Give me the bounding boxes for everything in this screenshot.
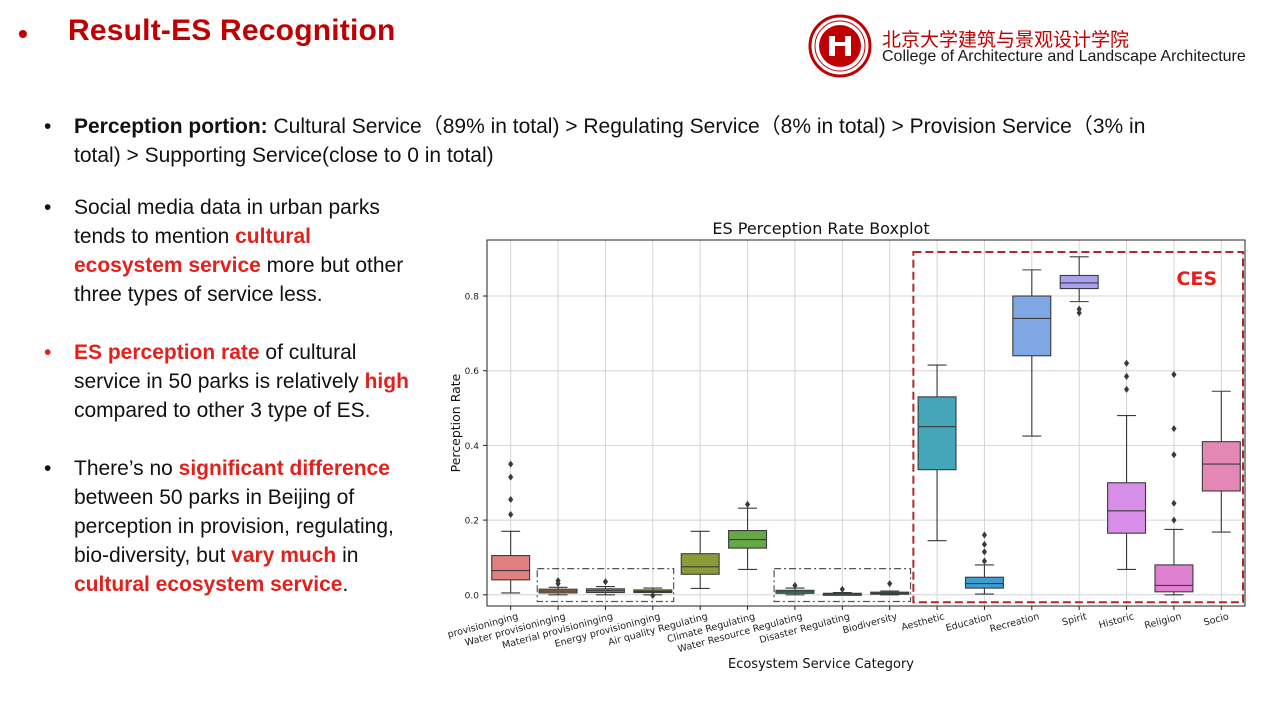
bullet-dot: • — [44, 115, 52, 138]
outlier-point — [1123, 359, 1130, 367]
x-axis-label: Ecosystem Service Category — [728, 657, 914, 672]
dashdot-group-box — [536, 568, 675, 603]
x-tick-label: Biodiversity — [842, 611, 899, 636]
box — [964, 576, 1004, 589]
finding-highlight: high — [364, 370, 409, 393]
finding-text: bio-diversity, but — [74, 544, 232, 567]
finding-highlight: cultural — [235, 225, 311, 248]
box — [680, 553, 720, 575]
finding-highlight: cultural ecosystem service — [74, 573, 343, 596]
box — [917, 396, 957, 471]
university-logo — [808, 14, 872, 78]
outlier-point — [555, 577, 561, 585]
box — [1012, 295, 1052, 357]
outlier-point — [650, 592, 656, 600]
outlier-point — [1171, 425, 1177, 433]
outlier-point — [887, 580, 893, 588]
outlier-point — [1171, 370, 1177, 378]
outlier-point — [981, 557, 988, 565]
box — [1107, 482, 1147, 534]
outlier-point — [602, 578, 609, 586]
page-title: Result-ES Recognition — [68, 14, 396, 47]
finding-highlight: vary much — [231, 544, 337, 567]
finding-text: of cultural — [259, 341, 357, 364]
outlier-point — [508, 473, 514, 481]
outlier-point — [508, 511, 514, 518]
outlier-point — [744, 500, 751, 508]
finding-text: Social media data in urban parks — [74, 196, 380, 219]
y-tick-label: 0.8 — [465, 293, 480, 303]
outlier-point — [981, 540, 988, 548]
perception-portion-bullet: • Perception portion: Cultural Service（8… — [44, 112, 1234, 170]
y-tick-label: 0.6 — [465, 367, 480, 377]
finding-item: • Social media data in urban parks tends… — [44, 196, 404, 306]
finding-highlight: ecosystem service — [74, 254, 261, 277]
outlier-point — [1123, 372, 1130, 380]
institution-name-en: College of Architecture and Landscape Ar… — [882, 48, 1246, 65]
institution-name-cn: 北京大学建筑与景观设计学院 — [882, 29, 1130, 51]
finding-text: . — [342, 573, 349, 596]
chart-title: ES Perception Rate Boxplot — [712, 219, 929, 238]
outlier-point — [508, 496, 514, 504]
finding-highlight: ES perception rate — [74, 341, 260, 364]
box — [1059, 274, 1099, 290]
finding-text: more but other — [260, 254, 404, 277]
perception-text-line1: Cultural Service（89% in total) > Regulat… — [267, 115, 1146, 138]
findings-list: • Social media data in urban parks tends… — [44, 193, 444, 628]
outlier-point — [1123, 385, 1130, 393]
x-tick-label: Aesthetic — [900, 611, 946, 633]
x-tick-label: Religion — [1143, 611, 1182, 631]
finding-text: between 50 parks in Beijing of — [74, 486, 355, 509]
finding-text: compared to other 3 type of ES. — [74, 399, 371, 422]
y-axis-label: Perception Rate — [448, 373, 463, 472]
outlier-point — [1171, 451, 1177, 459]
finding-text: service in 50 parks is relatively — [74, 370, 365, 393]
outlier-point — [839, 585, 845, 593]
finding-text: tends to mention — [74, 225, 236, 248]
outlier-point — [1076, 305, 1082, 313]
perception-label: Perception portion: — [74, 115, 268, 138]
finding-item: • ES perception rate of cultural service… — [44, 341, 409, 422]
finding-text: in — [336, 544, 359, 567]
outlier-point — [981, 531, 988, 539]
outlier-point — [981, 548, 988, 556]
finding-text: There’s no — [74, 457, 179, 480]
finding-item: • There’s no significant difference betw… — [44, 457, 394, 596]
x-tick-label: Education — [945, 611, 994, 634]
box — [1154, 564, 1194, 593]
box — [491, 555, 531, 581]
ces-highlight-box — [912, 251, 1244, 604]
y-tick-label: 0.2 — [465, 517, 479, 527]
finding-text: three types of service less. — [74, 283, 323, 306]
x-tick-label: Recreation — [989, 611, 1041, 635]
x-tick-label: Historic — [1098, 611, 1136, 631]
finding-highlight: significant difference — [178, 457, 390, 480]
x-tick-label: Spirit — [1061, 611, 1088, 628]
outlier-point — [1171, 516, 1177, 524]
dashdot-group-box — [773, 568, 912, 603]
perception-text-line2: total) > Supporting Service(close to 0 i… — [74, 144, 494, 167]
outlier-point — [792, 581, 798, 589]
finding-text: perception in provision, regulating, — [74, 515, 394, 538]
box — [1201, 441, 1241, 492]
title-bullet: • — [18, 18, 28, 49]
outlier-point — [1171, 499, 1177, 507]
x-tick-label: Socio — [1203, 611, 1231, 628]
y-tick-label: 0.0 — [465, 591, 480, 601]
plot-frame — [486, 239, 1246, 607]
y-tick-label: 0.4 — [465, 442, 480, 452]
outlier-point — [508, 460, 514, 468]
ces-annotation: CES — [1176, 268, 1217, 290]
